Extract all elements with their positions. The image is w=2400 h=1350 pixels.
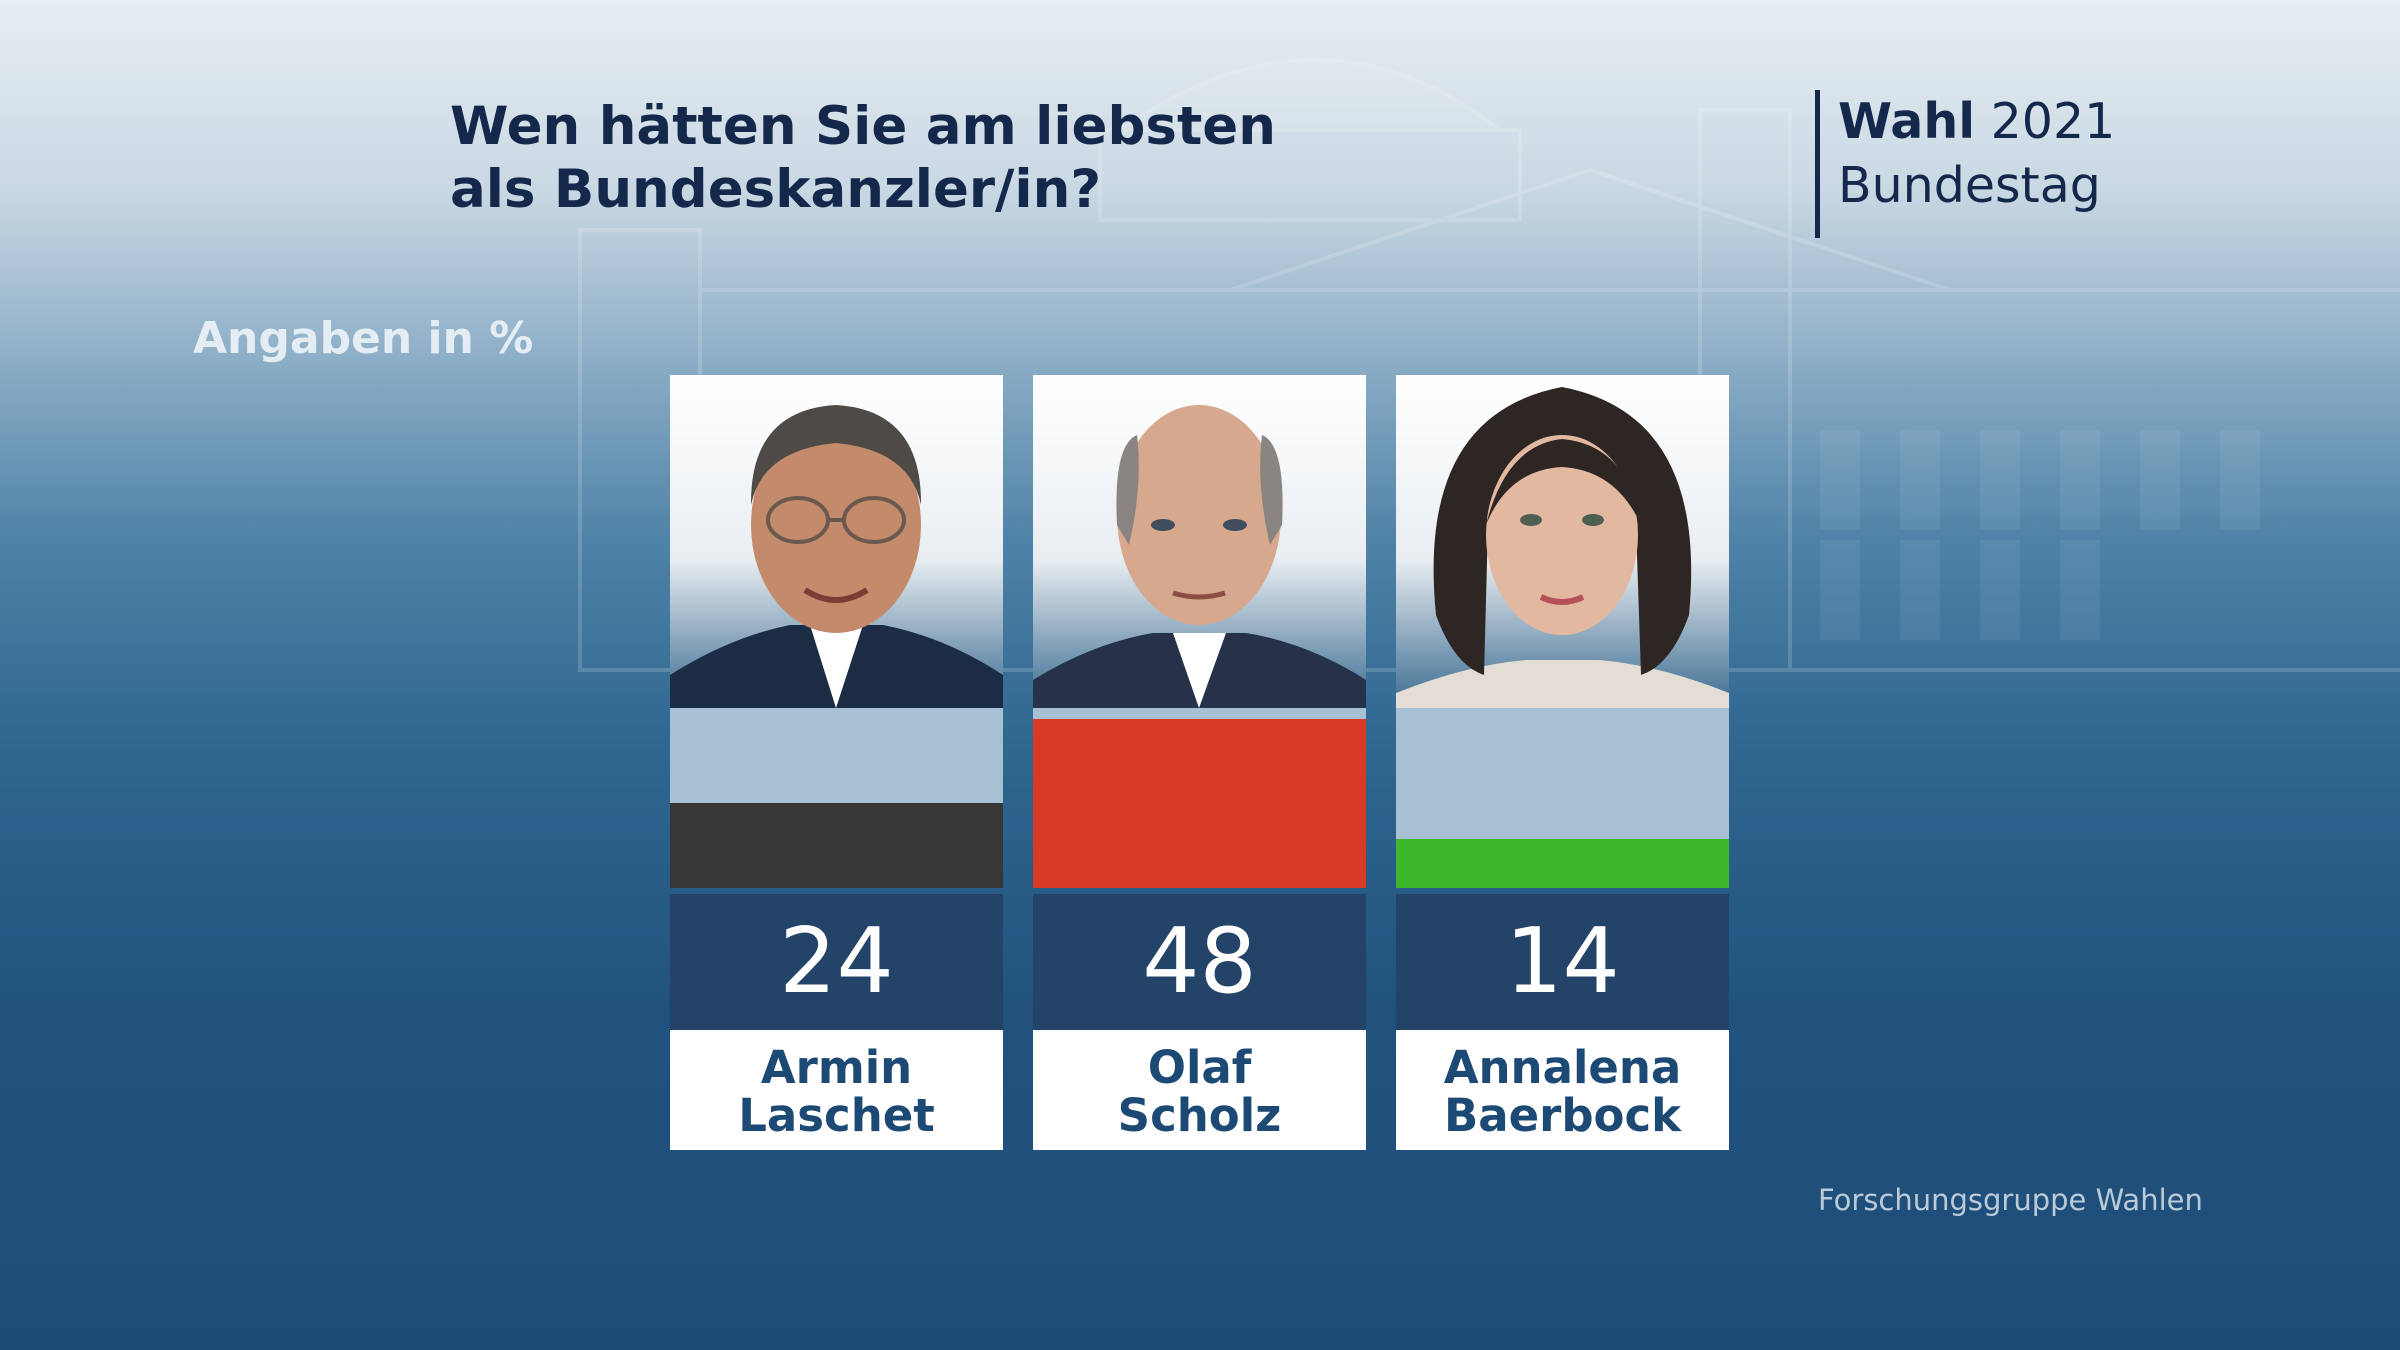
brand-line-2: Bundestag	[1838, 157, 2101, 214]
value-laschet: 24	[670, 894, 1003, 1030]
first-name-laschet: Armin	[760, 1041, 913, 1094]
candidate-column-laschet: 24 Armin Laschet	[670, 375, 1003, 1150]
first-name-baerbock: Annalena	[1443, 1041, 1682, 1094]
brand-line-1: Wahl 2021	[1838, 90, 2115, 154]
bar-scholz	[1033, 719, 1366, 888]
source-credit: Forschungsgruppe Wahlen	[1818, 1183, 2203, 1217]
candidate-name-scholz: Olaf Scholz	[1033, 1030, 1366, 1150]
candidate-column-baerbock: 14 Annalena Baerbock	[1396, 375, 1729, 1150]
title-line-1: Wen hätten Sie am liebsten	[450, 96, 1276, 157]
bar-track-baerbock	[1396, 708, 1729, 888]
last-name-scholz: Scholz	[1117, 1089, 1282, 1142]
candidate-photo-scholz	[1033, 375, 1366, 708]
bar-track-laschet	[670, 708, 1003, 888]
value-scholz: 48	[1033, 894, 1366, 1030]
bar-laschet	[670, 803, 1003, 888]
first-name-scholz: Olaf	[1147, 1041, 1252, 1094]
brand-wahl: Wahl	[1838, 93, 1976, 150]
candidate-name-baerbock: Annalena Baerbock	[1396, 1030, 1729, 1150]
brand-year: 2021	[1990, 93, 2116, 150]
election-brand: Wahl 2021 Bundestag	[1815, 90, 2115, 238]
title-line-2: als Bundeskanzler/in?	[450, 159, 1102, 220]
chart-area: 24 Armin Laschet	[670, 375, 1730, 1150]
unit-label: Angaben in %	[193, 313, 534, 364]
value-baerbock: 14	[1396, 894, 1729, 1030]
bar-track-scholz	[1033, 708, 1366, 888]
candidate-column-scholz: 48 Olaf Scholz	[1033, 375, 1366, 1150]
candidate-photo-laschet	[670, 375, 1003, 708]
last-name-laschet: Laschet	[738, 1089, 935, 1142]
bar-baerbock	[1396, 839, 1729, 888]
chart-title: Wen hätten Sie am liebsten als Bundeskan…	[450, 95, 1276, 221]
candidate-name-laschet: Armin Laschet	[670, 1030, 1003, 1150]
candidate-photo-baerbock	[1396, 375, 1729, 708]
last-name-baerbock: Baerbock	[1443, 1089, 1682, 1142]
